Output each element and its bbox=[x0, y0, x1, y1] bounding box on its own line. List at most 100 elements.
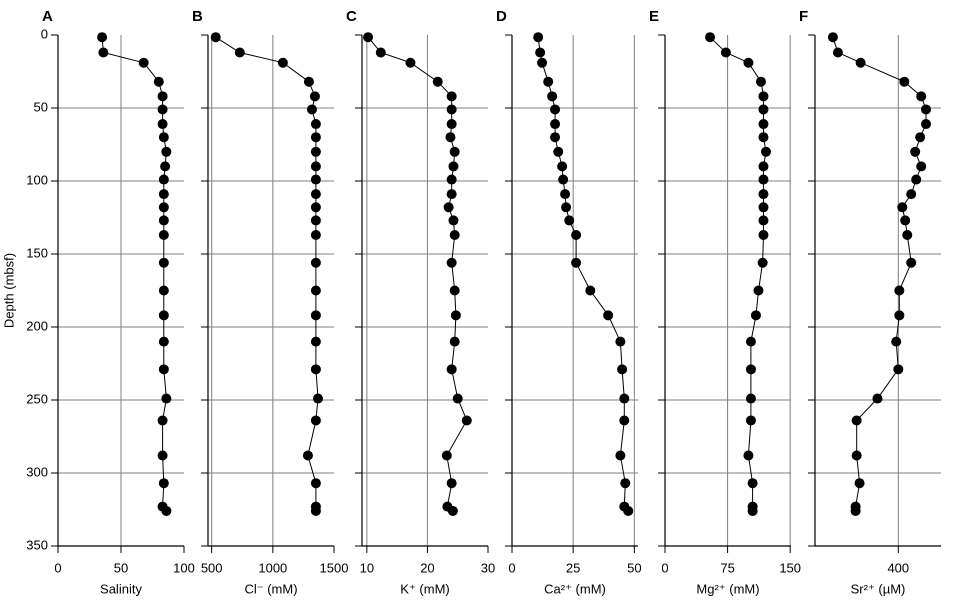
data-point bbox=[615, 450, 626, 461]
data-point bbox=[157, 91, 168, 102]
y-axis-label: Depth (mbsf) bbox=[1, 253, 16, 328]
data-point bbox=[758, 215, 769, 226]
data-point bbox=[623, 505, 634, 516]
y-tick-label: 350 bbox=[26, 537, 48, 552]
data-point bbox=[758, 91, 769, 102]
data-point bbox=[446, 119, 457, 130]
data-point bbox=[310, 119, 321, 130]
data-point bbox=[558, 174, 569, 185]
data-point bbox=[547, 91, 558, 102]
data-point bbox=[310, 257, 321, 268]
data-point bbox=[745, 393, 756, 404]
x-axis-label: K⁺ (mM) bbox=[400, 581, 449, 596]
data-point bbox=[553, 146, 564, 157]
data-point bbox=[720, 47, 731, 58]
data-point bbox=[550, 132, 561, 143]
data-point bbox=[306, 104, 317, 115]
y-tick-label: 200 bbox=[26, 318, 48, 333]
x-axis-label: Cl⁻ (mM) bbox=[244, 581, 297, 596]
data-point bbox=[375, 47, 386, 58]
data-point bbox=[310, 478, 321, 489]
data-point bbox=[758, 119, 769, 130]
panel-label: B bbox=[192, 8, 203, 25]
data-point bbox=[855, 57, 866, 68]
data-point bbox=[893, 364, 904, 375]
data-point bbox=[851, 450, 862, 461]
x-tick-label: 10 bbox=[360, 560, 374, 575]
data-point bbox=[160, 161, 171, 172]
data-point bbox=[921, 119, 932, 130]
data-point bbox=[921, 104, 932, 115]
data-point bbox=[619, 415, 630, 426]
data-point bbox=[312, 393, 323, 404]
data-point bbox=[158, 336, 169, 347]
data-point bbox=[234, 47, 245, 58]
data-point bbox=[617, 364, 628, 375]
data-point bbox=[620, 478, 631, 489]
data-point bbox=[449, 230, 460, 241]
data-point bbox=[161, 146, 172, 157]
data-point bbox=[760, 146, 771, 157]
data-point bbox=[533, 32, 544, 43]
data-point bbox=[158, 202, 169, 213]
data-point bbox=[758, 230, 769, 241]
data-point bbox=[585, 285, 596, 296]
data-point bbox=[157, 450, 168, 461]
data-point bbox=[158, 189, 169, 200]
data-point bbox=[758, 161, 769, 172]
x-tick-label: 0 bbox=[661, 560, 668, 575]
data-point bbox=[560, 189, 571, 200]
data-point bbox=[571, 257, 582, 268]
data-point bbox=[210, 32, 221, 43]
data-point bbox=[535, 47, 546, 58]
data-point bbox=[745, 336, 756, 347]
data-point bbox=[446, 478, 457, 489]
data-point bbox=[557, 161, 568, 172]
data-point bbox=[916, 161, 927, 172]
data-point bbox=[911, 174, 922, 185]
data-point bbox=[310, 336, 321, 347]
data-point bbox=[310, 230, 321, 241]
data-point bbox=[448, 161, 459, 172]
data-point bbox=[851, 415, 862, 426]
panel-label: D bbox=[496, 8, 507, 25]
data-point bbox=[310, 285, 321, 296]
data-point bbox=[446, 257, 457, 268]
data-point bbox=[153, 76, 164, 87]
data-point bbox=[902, 230, 913, 241]
data-point bbox=[448, 215, 459, 226]
y-tick-label: 300 bbox=[26, 464, 48, 479]
data-point bbox=[615, 336, 626, 347]
data-point bbox=[850, 505, 861, 516]
data-point bbox=[405, 57, 416, 68]
data-point bbox=[891, 336, 902, 347]
x-tick-label: 50 bbox=[627, 560, 641, 575]
data-point bbox=[897, 202, 908, 213]
data-point bbox=[461, 415, 472, 426]
data-point bbox=[906, 189, 917, 200]
y-tick-label: 150 bbox=[26, 245, 48, 260]
data-point bbox=[158, 285, 169, 296]
data-point bbox=[900, 215, 911, 226]
data-point bbox=[302, 450, 313, 461]
y-tick-label: 50 bbox=[34, 99, 48, 114]
data-point bbox=[446, 91, 457, 102]
data-point bbox=[309, 91, 320, 102]
x-axis-label: Sr²⁺ (µM) bbox=[851, 581, 906, 596]
data-point bbox=[758, 189, 769, 200]
data-point bbox=[550, 104, 561, 115]
data-point bbox=[157, 119, 168, 130]
data-point bbox=[750, 310, 761, 321]
x-tick-label: 1500 bbox=[320, 560, 349, 575]
x-tick-label: 1000 bbox=[258, 560, 287, 575]
data-point bbox=[753, 285, 764, 296]
data-point bbox=[550, 119, 561, 130]
data-point bbox=[98, 47, 109, 58]
data-point bbox=[157, 415, 168, 426]
data-point bbox=[446, 364, 457, 375]
data-point bbox=[747, 505, 758, 516]
data-point bbox=[138, 57, 149, 68]
data-point bbox=[158, 257, 169, 268]
data-point bbox=[310, 310, 321, 321]
